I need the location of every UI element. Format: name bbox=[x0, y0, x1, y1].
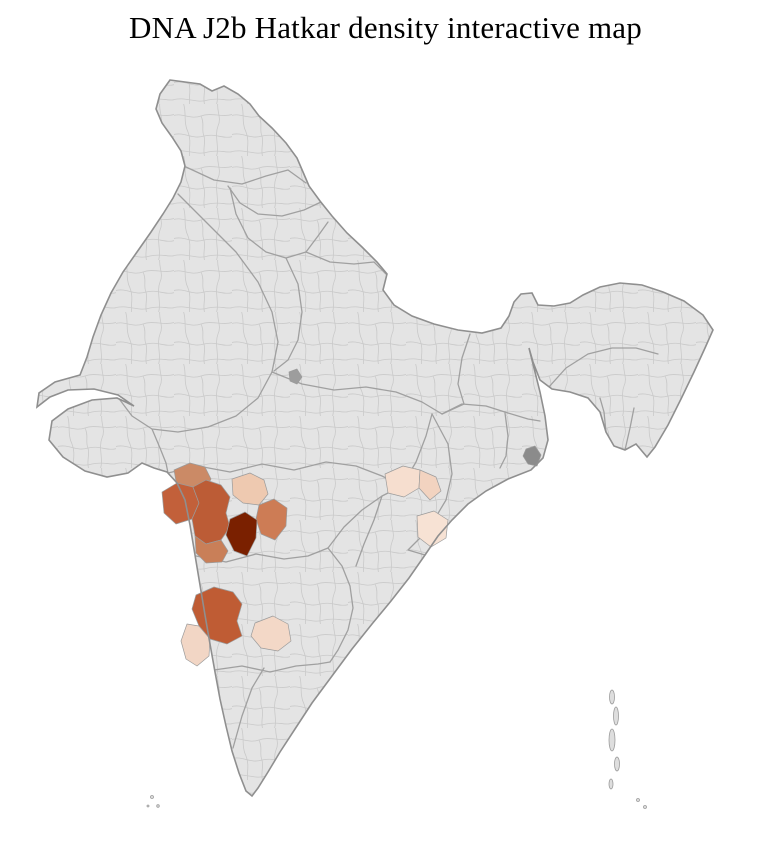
state-boundary bbox=[151, 428, 169, 474]
state-boundary bbox=[167, 461, 403, 487]
page-title: DNA J2b Hatkar density interactive map bbox=[129, 10, 642, 45]
district-east-cluster-3[interactable] bbox=[416, 510, 449, 548]
district-south-cluster-2[interactable] bbox=[180, 623, 211, 667]
state-boundary bbox=[305, 221, 329, 253]
island-east-chain[interactable] bbox=[614, 756, 620, 772]
district-west-cluster-3[interactable] bbox=[191, 479, 231, 545]
state-boundary bbox=[407, 413, 453, 556]
state-boundary bbox=[271, 371, 443, 415]
state-boundary bbox=[624, 407, 635, 451]
island-east-chain[interactable] bbox=[608, 728, 616, 752]
district-west-cluster-6[interactable] bbox=[225, 511, 258, 557]
state-boundary bbox=[305, 251, 387, 275]
island-east-chain[interactable] bbox=[608, 778, 614, 790]
island-groups bbox=[146, 689, 647, 809]
island-east-speck bbox=[636, 798, 640, 802]
state-boundary bbox=[499, 412, 509, 469]
state-boundary bbox=[273, 257, 303, 372]
state-boundary bbox=[232, 667, 265, 749]
district-west-cluster-4[interactable] bbox=[231, 472, 269, 506]
state-boundary bbox=[441, 333, 471, 415]
district-metro-east[interactable] bbox=[522, 445, 542, 467]
state-boundary bbox=[599, 397, 607, 433]
state-boundary bbox=[441, 403, 541, 422]
state-boundary bbox=[177, 193, 279, 373]
island-east-chain[interactable] bbox=[613, 706, 619, 726]
state-boundary bbox=[213, 661, 331, 673]
state-boundary bbox=[355, 495, 383, 567]
island-east-chain[interactable] bbox=[609, 689, 615, 705]
state-boundary bbox=[119, 371, 273, 433]
state-boundary bbox=[229, 187, 307, 259]
district-metro-north[interactable] bbox=[288, 368, 303, 385]
district-east-cluster-2[interactable] bbox=[418, 469, 442, 501]
district-west-cluster-7[interactable] bbox=[194, 535, 229, 564]
state-boundary bbox=[547, 347, 659, 389]
state-boundary bbox=[185, 166, 307, 185]
island-southwest-speck bbox=[150, 795, 154, 799]
district-south-cluster-1[interactable] bbox=[191, 586, 243, 645]
island-southwest-speck bbox=[156, 804, 160, 808]
island-southwest-speck bbox=[146, 804, 150, 808]
state-boundaries bbox=[119, 166, 659, 749]
state-boundary bbox=[327, 547, 354, 663]
district-mesh bbox=[37, 80, 713, 796]
district-south-cluster-3[interactable] bbox=[250, 615, 292, 652]
state-boundary bbox=[227, 185, 322, 217]
highlighted-districts bbox=[161, 368, 542, 667]
island-east-speck bbox=[643, 805, 647, 809]
